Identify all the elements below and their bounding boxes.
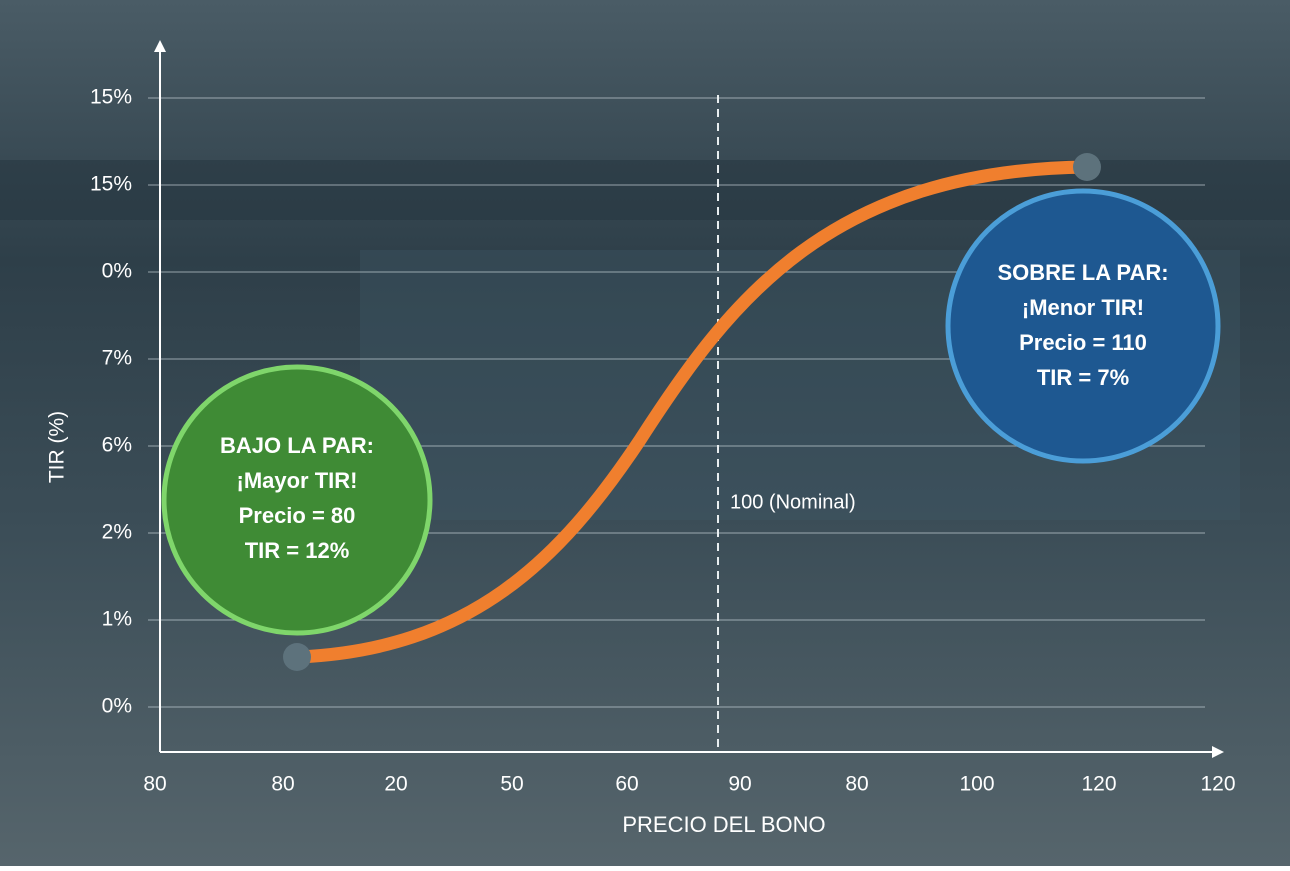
y-tick-label: 0% bbox=[102, 260, 132, 283]
y-tick-label: 0% bbox=[102, 695, 132, 718]
x-tick-label: 120 bbox=[1081, 773, 1116, 796]
callout-text: TIR = 7% bbox=[1037, 365, 1129, 390]
x-tick-label: 120 bbox=[1200, 773, 1235, 796]
x-tick-label: 50 bbox=[500, 773, 523, 796]
grid: 15% 15% 0% 7% 6% 2% 1% 0% 80 80 20 50 60 90 80 100 120 12… bbox=[90, 86, 1236, 796]
x-tick-label: 60 bbox=[615, 773, 638, 796]
x-tick-label: 100 bbox=[959, 773, 994, 796]
y-tick-label: 15% bbox=[90, 86, 132, 109]
curve-endpoint bbox=[283, 643, 311, 671]
callout-text: BAJO LA PAR: bbox=[220, 433, 374, 458]
reference-label: 100 (Nominal) bbox=[730, 491, 856, 513]
callout-text: ¡Mayor TIR! bbox=[237, 468, 358, 493]
callout-text: SOBRE LA PAR: bbox=[997, 260, 1168, 285]
x-tick-label: 90 bbox=[728, 773, 751, 796]
x-axis-title: PRECIO DEL BONO bbox=[622, 812, 825, 837]
x-tick-label: 80 bbox=[845, 773, 868, 796]
callout-text: TIR = 12% bbox=[245, 538, 350, 563]
y-tick-label: 2% bbox=[102, 521, 132, 544]
callout-text: ¡Menor TIR! bbox=[1022, 295, 1144, 320]
callout-circle bbox=[945, 188, 1221, 464]
y-tick-label: 15% bbox=[90, 173, 132, 196]
yield-curve bbox=[290, 160, 1094, 664]
callout-circle bbox=[161, 364, 433, 636]
y-tick-label: 7% bbox=[102, 347, 132, 370]
x-tick-label: 80 bbox=[143, 773, 166, 796]
x-tick-label: 80 bbox=[271, 773, 294, 796]
y-axis-title: TIR (%) bbox=[46, 411, 69, 483]
callouts: BAJO LA PAR: ¡Mayor TIR! Precio = 80 TIR = … bbox=[220, 260, 1169, 563]
y-axis-arrow bbox=[154, 40, 166, 52]
curve-endpoint bbox=[1073, 153, 1101, 181]
x-tick-label: 20 bbox=[384, 773, 407, 796]
callout-text: Precio = 80 bbox=[239, 503, 356, 528]
y-tick-label: 6% bbox=[102, 434, 132, 457]
callout-text: Precio = 110 bbox=[1019, 330, 1147, 355]
y-tick-label: 1% bbox=[102, 608, 132, 631]
x-axis-arrow bbox=[1212, 746, 1224, 758]
